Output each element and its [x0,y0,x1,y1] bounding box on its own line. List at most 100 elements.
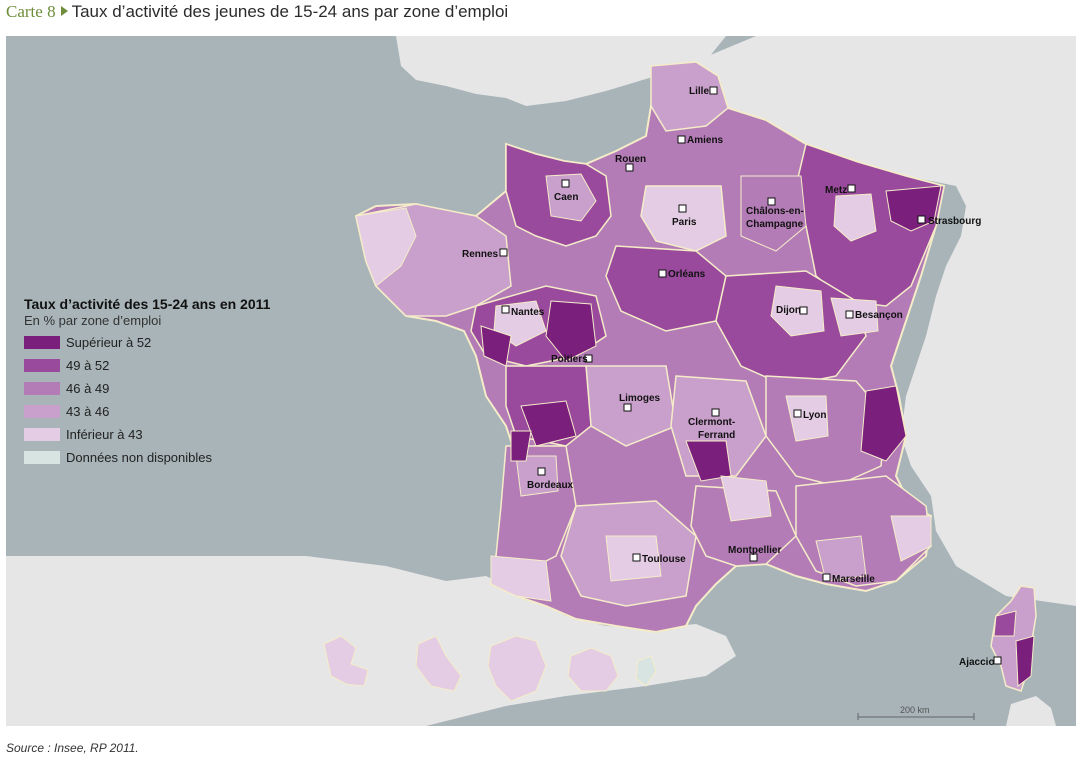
legend-label: Données non disponibles [66,450,212,465]
reunion [567,647,619,692]
city-marker-orleans [658,269,667,278]
legend-item: Supérieur à 52 [24,334,270,351]
legend-label: 49 à 52 [66,358,110,373]
city-marker-strasbourg [917,215,926,224]
city-label-rouen: Rouen [615,154,646,165]
map-area: Lille Amiens Rouen Caen Metz Strasbourg … [6,36,1076,726]
legend-label: Inférieur à 43 [66,427,143,442]
region-nice [890,515,932,562]
city-marker-caen [561,179,570,188]
region-clermont-south [685,440,732,482]
legend-item: 43 à 46 [24,403,270,420]
region-gironde-dark [510,430,532,462]
triangle-icon [60,6,68,16]
region-besancon [830,297,879,337]
region-lyon [785,395,829,442]
region-nord [650,61,729,132]
scale-label: 200 km [900,705,930,715]
corsica-dark [1015,635,1035,687]
city-label-chalons-1: Châlons-en- [746,206,804,217]
scale-bar: 200 km [857,705,975,720]
legend-item: 46 à 49 [24,380,270,397]
legend-subtitle: En % par zone d’emploi [24,313,162,328]
city-marker-amiens [677,135,686,144]
map-svg: Lille Amiens Rouen Caen Metz Strasbourg … [6,36,1076,726]
city-label-montpellier: Montpellier [728,545,781,556]
city-marker-rennes [499,248,508,257]
legend: Taux d’activité des 15-24 ans en 2011 En… [24,296,270,466]
city-label-amiens: Amiens [687,135,724,146]
city-label-ajaccio: Ajaccio [959,657,995,668]
legend-swatch [24,382,60,395]
city-marker-montpellier [749,553,758,562]
city-label-clermont-2: Ferrand [698,430,735,441]
map-title-text: Taux d’activité des jeunes de 15-24 ans … [71,2,509,21]
region-alps [860,385,907,462]
city-label-caen: Caen [554,192,578,203]
city-marker-metz [847,184,856,193]
city-marker-limoges [623,403,632,412]
city-label-nantes: Nantes [511,307,545,318]
source-note: Source : Insee, RP 2011. [6,741,139,755]
city-label-poitiers: Poitiers [551,354,588,365]
legend-item: 49 à 52 [24,357,270,374]
city-marker-chalons [767,197,776,206]
uk-land [396,36,726,106]
city-label-metz: Metz [825,185,847,196]
continent-land [696,36,1076,606]
martinique [415,635,462,692]
city-marker-toulouse [632,553,641,562]
city-label-bordeaux: Bordeaux [527,480,574,491]
city-label-chalons-2: Champagne [746,219,804,230]
city-marker-rouen [625,163,634,172]
map-number: Carte 8 [6,2,56,21]
city-marker-dijon [799,306,808,315]
city-label-paris: Paris [672,217,697,228]
city-label-strasbourg: Strasbourg [928,216,981,227]
city-label-lille: Lille [689,86,709,97]
region-orleans [605,245,727,332]
legend-label: Supérieur à 52 [66,335,152,350]
legend-swatch [24,451,60,464]
city-marker-poitiers [584,354,593,363]
legend-item: Données non disponibles [24,449,270,466]
mayotte [635,655,657,687]
legend-title: Taux d’activité des 15-24 ans en 2011 [24,296,271,312]
spain-land [6,556,736,726]
region-alsace [885,185,942,232]
corsica-north [993,610,1017,637]
city-label-orleans: Orléans [668,269,706,280]
city-label-limoges: Limoges [619,393,661,404]
legend-item: Inférieur à 43 [24,426,270,443]
city-marker-lyon [793,409,802,418]
city-marker-lille [709,86,718,95]
city-label-lyon: Lyon [803,410,827,421]
guyane [487,635,547,702]
region-montpellier [720,475,772,522]
city-label-rennes: Rennes [462,249,499,260]
region-metz [833,193,877,242]
region-dijon [770,285,825,337]
city-marker-clermont [711,408,720,417]
legend-swatch [24,336,60,349]
region-champagne [740,175,807,252]
city-marker-marseille [822,573,831,582]
city-marker-paris [678,204,687,213]
region-caen [545,173,597,222]
city-marker-nantes [501,305,510,314]
legend-label: 43 à 46 [66,404,110,419]
city-label-clermont-1: Clermont- [688,417,735,428]
city-label-besancon: Besançon [855,310,903,321]
city-marker-ajaccio [993,656,1002,665]
region-bordeaux [515,455,559,497]
legend-label: 46 à 49 [66,381,110,396]
city-label-dijon: Dijon [776,305,801,316]
region-marseille [815,535,867,582]
city-marker-besancon [845,310,854,319]
city-label-marseille: Marseille [832,574,875,585]
legend-swatch [24,405,60,418]
map-title: Carte 8 Taux d’activité des jeunes de 15-… [6,2,508,26]
region-poitiers [545,300,597,362]
city-marker-bordeaux [537,467,546,476]
region-brittany-west [355,207,417,287]
